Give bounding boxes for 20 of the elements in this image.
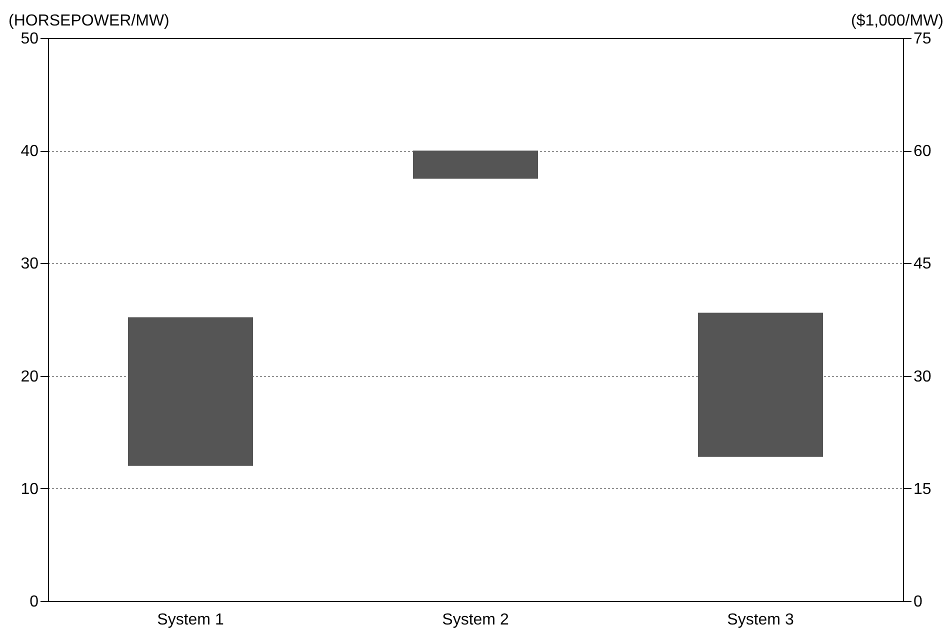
x-tick-label: System 2 (442, 612, 509, 628)
y-axis-title: (HORSEPOWER/MW) (8, 12, 170, 30)
y-tick-label: 20 (20, 368, 39, 386)
y-tick-label: 40 (20, 143, 39, 160)
bar (128, 317, 253, 466)
y2-tick-label: 0 (914, 594, 922, 610)
y2-tick-label: 75 (914, 30, 932, 48)
y-tick-label: 10 (20, 480, 39, 498)
y2-tick-label: 15 (914, 480, 932, 498)
y-tick-label: 0 (30, 594, 39, 610)
x-tick-label: System 3 (727, 612, 794, 628)
y-tick-label: 50 (20, 30, 39, 48)
y2-axis-title: ($1,000/MW) (851, 12, 944, 30)
bar (698, 312, 823, 457)
y2-tick-label: 30 (914, 368, 932, 386)
y-tick-label: 30 (20, 256, 39, 273)
bar (413, 150, 538, 179)
y2-tick-label: 45 (914, 256, 932, 273)
x-tick-label: System 1 (157, 612, 224, 628)
y2-tick-label: 60 (914, 143, 932, 160)
